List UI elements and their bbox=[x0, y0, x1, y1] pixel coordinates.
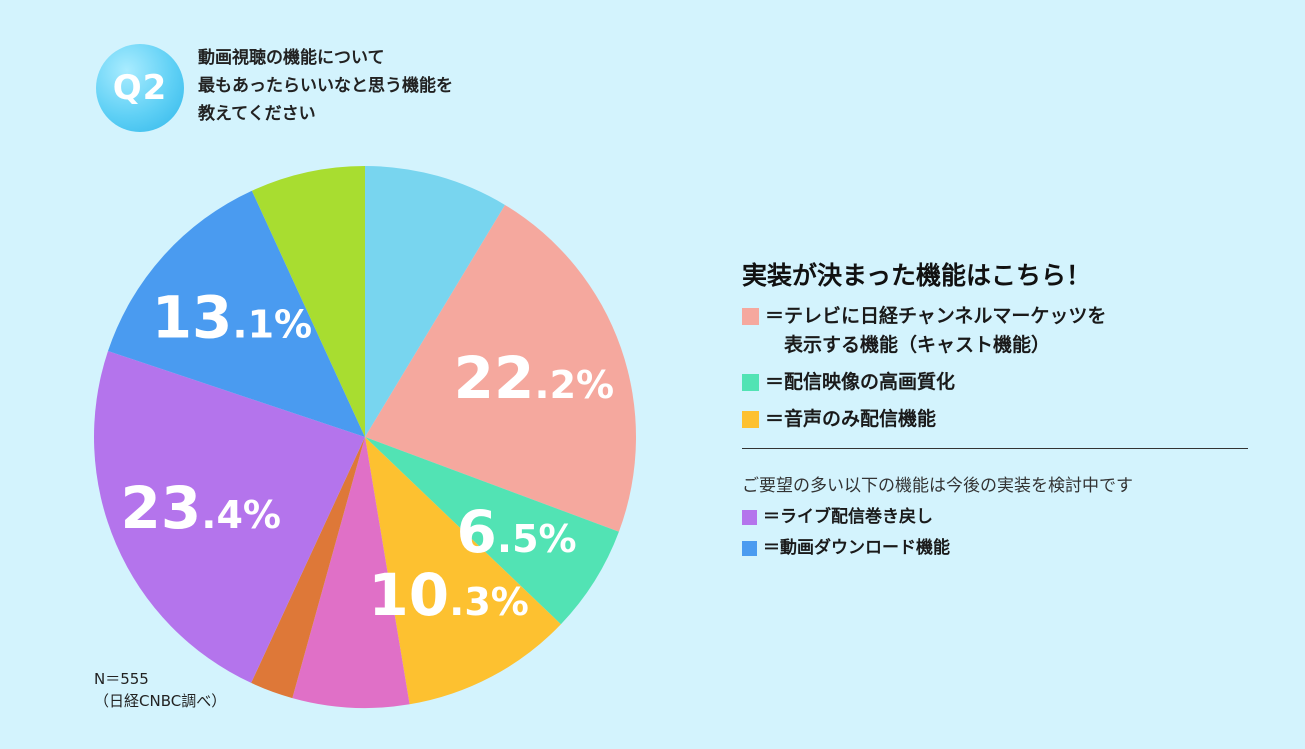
sample-note: N＝555 （日経CNBC調べ） bbox=[94, 668, 226, 712]
legend-swatch-cast bbox=[742, 308, 759, 325]
question-badge: Q2 bbox=[96, 44, 184, 132]
legend-sub-title: ご要望の多い以下の機能は今後の実装を検討中です bbox=[742, 476, 1133, 496]
pie-slice-1 bbox=[365, 166, 505, 437]
sample-size: N＝555 bbox=[94, 670, 149, 688]
pie-slice-5 bbox=[292, 437, 410, 708]
legend-item-download: ＝動画ダウンロード機能 bbox=[742, 535, 1252, 562]
pie-slice-2 bbox=[365, 204, 636, 532]
question-text: 動画視聴の機能について 最もあったらいいなと思う機能を 教えてください bbox=[198, 44, 453, 128]
question-line-3: 教えてください bbox=[198, 104, 316, 124]
legend-swatch-audio bbox=[742, 411, 759, 428]
legend-label-rewind: ＝ライブ配信巻き戻し bbox=[763, 507, 933, 527]
pie-label-8: 13.1% bbox=[152, 284, 312, 352]
pie-label-7: 23.4% bbox=[121, 474, 281, 542]
legend-swatch-download bbox=[742, 541, 757, 556]
legend-swatch-rewind bbox=[742, 510, 757, 525]
pie-slice-6 bbox=[251, 437, 365, 699]
pie-slice-4 bbox=[365, 437, 561, 705]
pie-slice-8 bbox=[108, 190, 365, 437]
pie-label-2: 22.2% bbox=[454, 344, 614, 412]
source-note: （日経CNBC調べ） bbox=[94, 692, 227, 710]
question-line-2: 最もあったらいいなと思う機能を bbox=[198, 76, 453, 96]
legend-divider bbox=[742, 448, 1248, 449]
pie-slice-7 bbox=[93, 351, 366, 683]
pie-slice-9 bbox=[251, 166, 365, 437]
pie-label-3: 6.5% bbox=[457, 498, 577, 566]
legend-title: 実装が決まった機能はこちら！ bbox=[742, 261, 1092, 290]
legend-label-cast: ＝テレビに日経チャンネルマーケッツを 表示する機能（キャスト機能） bbox=[765, 305, 1107, 356]
pie-slice-3 bbox=[365, 437, 619, 625]
legend-label-download: ＝動画ダウンロード機能 bbox=[763, 538, 950, 558]
legend-item-cast: ＝テレビに日経チャンネルマーケッツを 表示する機能（キャスト機能） bbox=[742, 302, 1252, 360]
legend-item-hd: ＝配信映像の高画質化 bbox=[742, 368, 1252, 397]
legend-item-audio: ＝音声のみ配信機能 bbox=[742, 405, 1252, 434]
legend-panel: 実装が決まった機能はこちら！ ＝テレビに日経チャンネルマーケッツを 表示する機能… bbox=[742, 256, 1252, 566]
legend-label-hd: ＝配信映像の高画質化 bbox=[765, 371, 956, 393]
legend-swatch-hd bbox=[742, 374, 759, 391]
legend-label-audio: ＝音声のみ配信機能 bbox=[765, 408, 937, 430]
pie-label-4: 10.3% bbox=[368, 561, 528, 629]
legend-item-rewind: ＝ライブ配信巻き戻し bbox=[742, 504, 1252, 531]
question-line-1: 動画視聴の機能について bbox=[198, 48, 385, 68]
